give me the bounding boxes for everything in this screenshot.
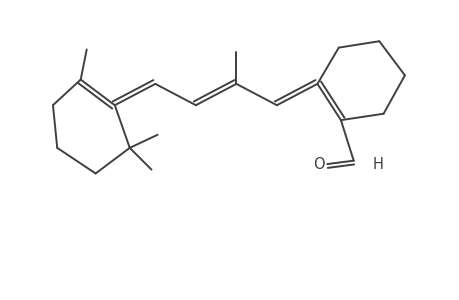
- Text: O: O: [313, 157, 325, 172]
- Text: H: H: [372, 158, 383, 172]
